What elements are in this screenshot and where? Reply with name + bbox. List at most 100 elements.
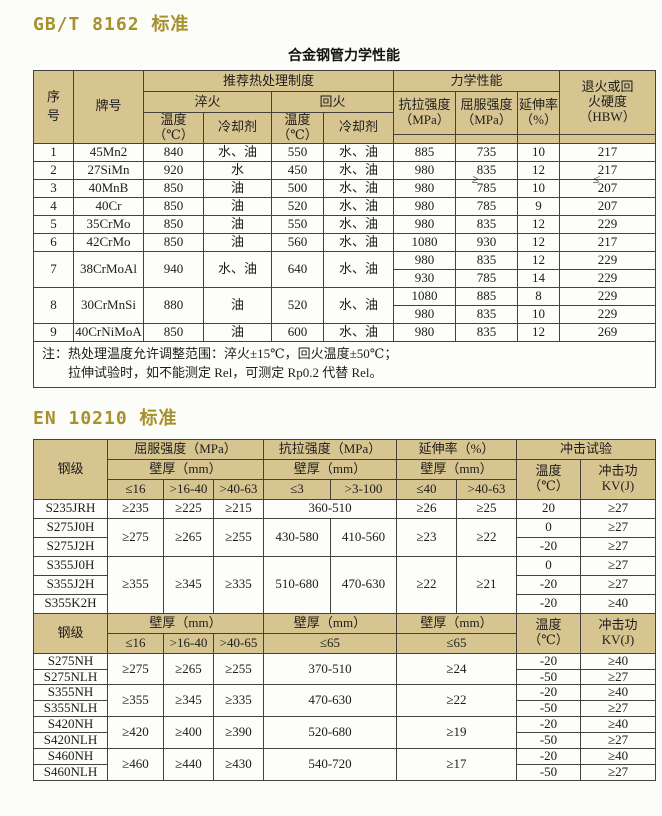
gb-cell: 785 bbox=[455, 268, 519, 288]
gb-cell: 8 bbox=[517, 286, 561, 306]
en-cell: -50 bbox=[516, 700, 581, 718]
gb-cell: 450 bbox=[271, 160, 324, 180]
en-cell: ≥345 bbox=[163, 684, 214, 718]
table-row: 4 40Cr 850 油 520 水、油 980 785 9 207 bbox=[33, 196, 657, 216]
en-header-temp-line2: （℃） bbox=[528, 478, 569, 494]
gb-cell: 1080 bbox=[393, 232, 457, 252]
en-header2-range: >40-65 bbox=[213, 632, 264, 654]
en-cell: ≥27 bbox=[579, 517, 657, 538]
table-row: S460NLH -50 ≥27 bbox=[33, 764, 657, 782]
en-cell: ≥430 bbox=[213, 748, 264, 782]
en-cell: ≥19 bbox=[396, 716, 517, 750]
en-cell: ≥25 bbox=[456, 498, 517, 519]
en-header2-wall-thickness: 壁厚（mm） bbox=[396, 612, 517, 634]
table-row: 1 45Mn2 840 水、油 550 水、油 885 735 10 217 bbox=[33, 142, 657, 162]
gb-header-elongation-line2: （%） bbox=[520, 111, 557, 127]
gb-header-hbw-line2: 火硬度 bbox=[588, 93, 628, 109]
le-mark: ≤ bbox=[591, 171, 601, 186]
gb-header-tensile-line2: （MPa） bbox=[399, 111, 450, 127]
en-header2-impact-energy-line1: 冲击功 bbox=[598, 617, 638, 633]
table-row: S355NLH -50 ≥27 bbox=[33, 700, 657, 718]
en-cell: ≥27 bbox=[579, 555, 657, 576]
en-cell: -20 bbox=[516, 716, 581, 734]
empty-header-cell bbox=[455, 133, 519, 144]
gb-cell: 850 bbox=[143, 196, 204, 216]
gb-header-heat-group: 推荐热处理制度 bbox=[142, 70, 395, 92]
table-row: 钢级 壁厚（mm） 壁厚（mm） 壁厚（mm） 温度 （℃） 冲击功 KV(J) bbox=[33, 612, 657, 654]
en-cell: -50 bbox=[516, 668, 581, 686]
en-header2-range: ≤16 bbox=[107, 632, 164, 654]
en-cell: ≥40 bbox=[579, 716, 657, 734]
en-cell: ≥27 bbox=[579, 732, 657, 750]
en-cell: ≥27 bbox=[579, 700, 657, 718]
gb-cell: 水、油 bbox=[322, 286, 395, 324]
gb-cell-no: 1 bbox=[33, 142, 74, 162]
gb-header-quench: 淬火 bbox=[143, 91, 272, 113]
table-row: S420NH ≥420 ≥400 ≥390 520-680 ≥19 -20 ≥4… bbox=[33, 716, 657, 750]
en-cell: ≥335 bbox=[213, 555, 264, 614]
gb-cell-value: 207 bbox=[597, 179, 618, 195]
gb-standard-title: GB/T 8162 标准 bbox=[33, 14, 190, 35]
gb-cell-no: 6 bbox=[33, 232, 74, 252]
en-grade-cell: S355NH bbox=[33, 684, 108, 702]
en-header-impact-group: 冲击试验 bbox=[515, 438, 657, 460]
en-cell: ≥40 bbox=[579, 748, 657, 766]
en-cell: ≥255 bbox=[213, 652, 264, 686]
table-row: 壁厚（mm） 壁厚（mm） 壁厚（mm） 温度 （℃） 冲击功 KV(J) bbox=[34, 458, 657, 500]
table-row: ≤16 >16-40 >40-63 ≤3 >3-100 ≤40 >40-63 bbox=[34, 478, 656, 500]
en-header-range: >40-63 bbox=[456, 478, 517, 500]
gb-note-line2: 拉伸试验时，如不能测定 Rel，可测定 Rp0.2 代替 Rel。 bbox=[68, 364, 383, 380]
gb-cell: 520 bbox=[271, 286, 324, 324]
table-row: S355K2H -20 ≥40 bbox=[33, 593, 657, 614]
gb-cell: 850 bbox=[143, 322, 204, 342]
en-grade-cell: S460NLH bbox=[33, 764, 108, 782]
empty-header-cell bbox=[393, 133, 457, 144]
table-row: 7 38CrMoAl 940 水、油 640 水、油 980 835 12 22… bbox=[33, 250, 657, 288]
gb-cell-no: 5 bbox=[33, 214, 74, 234]
en-cell: ≥17 bbox=[396, 748, 517, 782]
gb-cell-grade: 30CrMnSi bbox=[73, 286, 144, 324]
gb-note: 注：热处理温度允许调整范围：淬火±15℃，回火温度±50℃； 拉伸试验时，如不能… bbox=[32, 340, 657, 388]
gb-cell-grade: 38CrMoAl bbox=[73, 250, 144, 288]
table-row: 注：热处理温度允许调整范围：淬火±15℃，回火温度±50℃； 拉伸试验时，如不能… bbox=[32, 340, 657, 388]
gb-cell: 560 bbox=[271, 232, 324, 252]
table-row: 930 785 14 229 bbox=[34, 268, 657, 288]
en-cell: ≥255 bbox=[213, 517, 264, 557]
en-header-temp-line1: 温度 bbox=[535, 463, 562, 479]
en-header2-range: ≤65 bbox=[396, 632, 517, 654]
gb-cell-no: 7 bbox=[33, 250, 74, 288]
gb-cell: 油 bbox=[203, 322, 272, 342]
gb-cell: 835 bbox=[455, 250, 519, 270]
gb-header-tensile: 抗拉强度 （MPa） bbox=[393, 91, 457, 135]
gb-cell: 600 bbox=[271, 322, 324, 342]
gb-cell-grade: 35CrMo bbox=[73, 214, 144, 234]
en-cell: 410-560 bbox=[330, 517, 397, 557]
en-header-range: >40-63 bbox=[213, 478, 264, 500]
gb-cell: 1080 bbox=[393, 286, 457, 306]
gb-cell-grade: 40MnB bbox=[73, 178, 144, 198]
table-row: 5 35CrMo 850 油 550 水、油 980 835 12 229 bbox=[33, 214, 657, 234]
gb-cell: 550 bbox=[271, 214, 324, 234]
gb-cell-no: 2 bbox=[33, 160, 74, 180]
gb-cell: 930 bbox=[455, 232, 519, 252]
en-cell: ≥215 bbox=[213, 498, 264, 519]
en-header-wall-thickness: 壁厚（mm） bbox=[396, 458, 517, 480]
gb-header-hbw-line3: （HBW） bbox=[579, 108, 636, 124]
gb-cell: 水、油 bbox=[203, 250, 272, 288]
gb-cell: 水、油 bbox=[322, 322, 395, 342]
table-row: 8 30CrMnSi 880 油 520 水、油 1080 885 8 229 bbox=[33, 286, 657, 324]
table-row: S275NH ≥275 ≥265 ≥255 370-510 ≥24 -20 ≥4… bbox=[33, 652, 657, 686]
gb-cell: 735 bbox=[455, 142, 519, 162]
gb-cell: 9 bbox=[517, 196, 561, 216]
gb-cell: 12 bbox=[517, 160, 561, 180]
en-header-wall-thickness: 壁厚（mm） bbox=[263, 458, 397, 480]
gb-header-mech-group: 力学性能 bbox=[393, 70, 561, 92]
gb-header-yield-line2: （MPa） bbox=[461, 111, 512, 127]
gb-cell: 油 bbox=[203, 196, 272, 216]
en-header2-impact-energy: 冲击功 KV(J) bbox=[579, 612, 657, 654]
gb-header-elongation-line1: 延伸率 bbox=[519, 97, 559, 112]
gb-cell: 550 bbox=[271, 142, 324, 162]
gb-header-tensile-line1: 抗拉强度 bbox=[398, 97, 451, 112]
en-cell: ≥440 bbox=[163, 748, 214, 782]
